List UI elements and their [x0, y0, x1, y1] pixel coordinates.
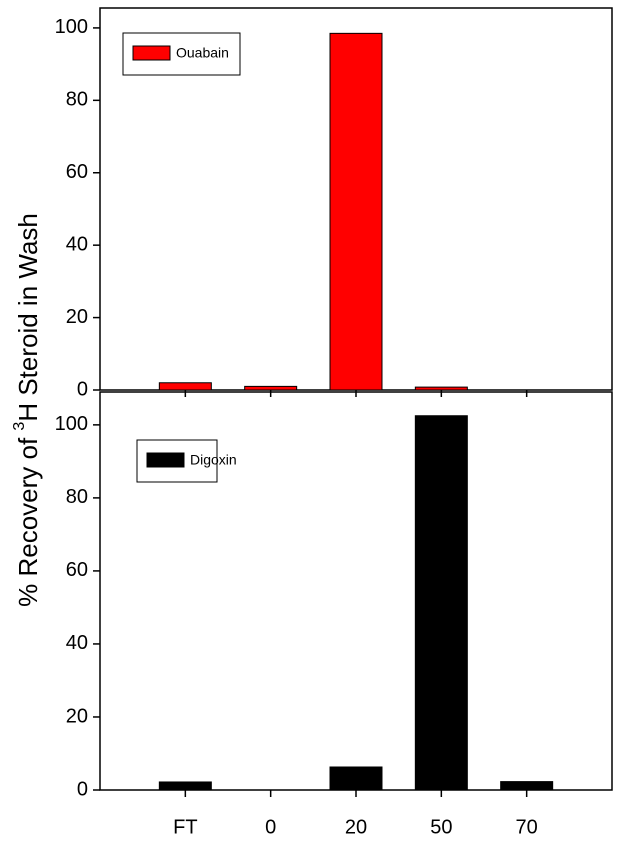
legend-swatch: [132, 45, 171, 61]
y-tick-label: 20: [66, 306, 88, 328]
y-tick-label: 100: [55, 413, 88, 435]
y-tick-label: 0: [77, 778, 88, 800]
y-tick-label: 100: [55, 16, 88, 38]
bar: [244, 385, 298, 391]
x-tick-label: 0: [265, 816, 276, 838]
bar: [329, 766, 383, 791]
bar: [158, 382, 212, 391]
y-axis-label: % Recovery of 3H Steroid in Wash: [11, 213, 43, 607]
legend-swatch: [146, 452, 185, 468]
y-label-part: H Steroid in Wash: [13, 213, 43, 422]
legend-label: Digoxin: [190, 452, 237, 468]
y-tick-label: 0: [77, 378, 88, 400]
x-tick-label: FT: [173, 816, 197, 838]
y-tick-label: 40: [66, 233, 88, 255]
x-tick-label: 20: [345, 816, 367, 838]
y-label-sup: 3: [11, 422, 28, 431]
bar: [414, 415, 468, 791]
x-tick-label: 50: [430, 816, 452, 838]
bar: [158, 781, 212, 791]
y-tick-label: 60: [66, 161, 88, 183]
x-tick-label: 70: [516, 816, 538, 838]
y-tick-label: 40: [66, 632, 88, 654]
y-label-part: % Recovery of: [13, 431, 43, 607]
bar: [329, 32, 383, 391]
legend-label: Ouabain: [176, 45, 229, 61]
y-tick-label: 60: [66, 559, 88, 581]
bar: [414, 386, 468, 391]
y-tick-label: 20: [66, 705, 88, 727]
y-tick-label: 80: [66, 89, 88, 111]
bar: [500, 781, 554, 791]
y-tick-label: 80: [66, 486, 88, 508]
